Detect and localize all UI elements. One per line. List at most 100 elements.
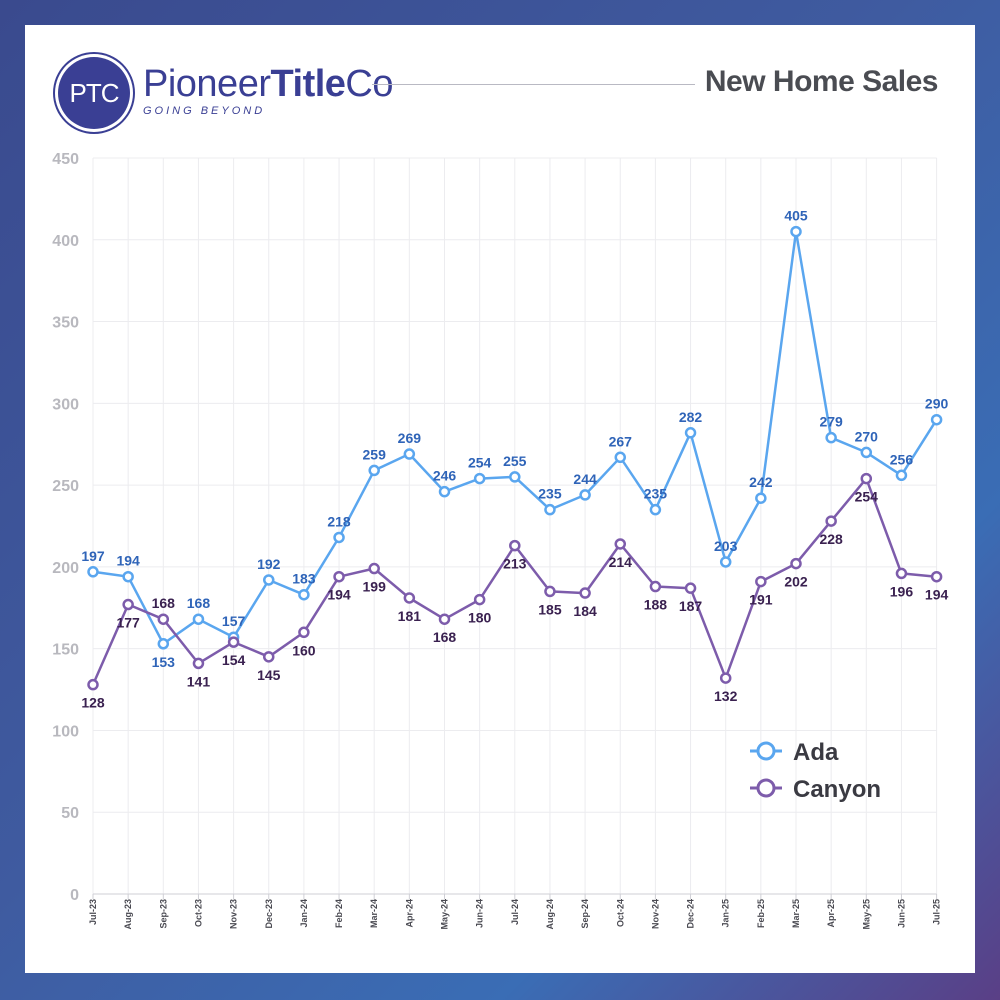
x-tick-label: Oct-23 bbox=[193, 899, 203, 927]
data-point-canyon bbox=[790, 557, 802, 570]
data-point-canyon bbox=[227, 636, 240, 648]
data-label-ada: 183 bbox=[292, 571, 316, 587]
y-tick-label: 450 bbox=[52, 151, 79, 168]
logo-name-part2: Title bbox=[270, 63, 346, 105]
data-label-canyon: 145 bbox=[257, 667, 281, 683]
x-tick-label: Dec-24 bbox=[686, 899, 696, 929]
data-point-ada bbox=[860, 446, 873, 459]
x-tick-label: Apr-25 bbox=[826, 899, 836, 928]
data-point-ada bbox=[87, 566, 99, 578]
data-label-canyon: 160 bbox=[292, 642, 316, 658]
x-tick-label: Mar-24 bbox=[369, 899, 379, 928]
legend-marker-canyon bbox=[756, 778, 776, 798]
data-label-ada: 267 bbox=[609, 433, 633, 449]
data-point-ada bbox=[122, 570, 134, 583]
data-point-ada bbox=[509, 471, 521, 483]
data-point-ada bbox=[719, 556, 732, 568]
data-label-canyon: 188 bbox=[644, 597, 668, 613]
data-point-canyon bbox=[438, 613, 451, 625]
data-label-canyon: 185 bbox=[538, 601, 562, 617]
x-tick-label: Jul-24 bbox=[510, 899, 520, 925]
data-label-ada: 235 bbox=[644, 486, 668, 502]
data-label-canyon: 181 bbox=[398, 608, 422, 624]
data-point-ada bbox=[263, 574, 275, 586]
data-point-ada bbox=[614, 451, 626, 464]
data-point-canyon bbox=[719, 672, 732, 684]
x-tick-label: Aug-23 bbox=[123, 899, 133, 930]
data-point-canyon bbox=[368, 562, 380, 575]
data-point-canyon bbox=[157, 613, 170, 625]
data-point-ada bbox=[649, 503, 662, 516]
x-tick-label: Mar-25 bbox=[791, 899, 801, 928]
data-label-canyon: 132 bbox=[714, 688, 738, 704]
data-label-canyon: 187 bbox=[679, 598, 703, 614]
x-tick-label: Jan-24 bbox=[299, 899, 309, 928]
data-label-ada: 259 bbox=[363, 446, 387, 462]
data-point-canyon bbox=[333, 570, 345, 583]
data-point-canyon bbox=[579, 587, 591, 599]
x-tick-label: Oct-24 bbox=[615, 899, 625, 927]
data-label-canyon: 213 bbox=[503, 556, 527, 572]
x-tick-label: Dec-23 bbox=[264, 899, 274, 929]
data-label-ada: 255 bbox=[503, 453, 527, 469]
x-tick-label: Feb-25 bbox=[756, 899, 766, 928]
data-point-ada bbox=[684, 427, 697, 439]
data-point-ada bbox=[790, 225, 802, 238]
data-point-canyon bbox=[684, 582, 697, 594]
logo-tagline: GOING BEYOND bbox=[143, 105, 266, 117]
data-label-canyon: 199 bbox=[363, 579, 387, 595]
y-tick-label: 0 bbox=[70, 887, 79, 904]
y-tick-label: 50 bbox=[61, 805, 79, 822]
header-divider bbox=[372, 84, 695, 85]
data-point-ada bbox=[438, 485, 451, 498]
data-label-canyon: 191 bbox=[749, 592, 773, 608]
data-label-canyon: 168 bbox=[152, 595, 176, 611]
chart-card: PTC PioneerTitleCo GOING BEYOND New Home… bbox=[25, 25, 975, 973]
data-label-ada: 218 bbox=[327, 513, 351, 529]
data-label-canyon: 228 bbox=[819, 531, 843, 547]
data-label-ada: 270 bbox=[855, 428, 879, 444]
data-label-canyon: 196 bbox=[890, 583, 914, 599]
data-label-ada: 246 bbox=[433, 468, 457, 484]
x-tick-label: Jun-25 bbox=[896, 899, 906, 928]
x-tick-label: Jun-24 bbox=[475, 899, 485, 928]
data-label-ada: 194 bbox=[116, 553, 140, 569]
data-point-canyon bbox=[122, 598, 134, 611]
data-label-canyon: 214 bbox=[609, 554, 633, 570]
data-label-ada: 192 bbox=[257, 556, 281, 572]
data-point-canyon bbox=[860, 472, 873, 485]
data-label-ada: 157 bbox=[222, 613, 246, 629]
data-label-ada: 153 bbox=[152, 654, 176, 670]
data-label-canyon: 180 bbox=[468, 610, 492, 626]
data-point-ada bbox=[825, 431, 837, 444]
y-tick-label: 350 bbox=[52, 315, 79, 332]
logo-badge-text: PTC bbox=[69, 77, 120, 108]
data-label-canyon: 194 bbox=[925, 587, 949, 603]
x-tick-label: Sep-23 bbox=[158, 899, 168, 929]
data-point-canyon bbox=[895, 567, 908, 580]
data-label-canyon: 254 bbox=[855, 489, 879, 505]
x-tick-label: Feb-24 bbox=[334, 899, 344, 928]
legend-label-canyon: Canyon bbox=[793, 776, 881, 803]
data-point-canyon bbox=[298, 626, 310, 639]
y-tick-label: 300 bbox=[52, 396, 79, 413]
data-label-ada: 203 bbox=[714, 538, 738, 554]
data-point-canyon bbox=[473, 593, 486, 606]
y-tick-label: 400 bbox=[52, 233, 79, 250]
data-label-ada: 168 bbox=[187, 595, 211, 611]
data-label-canyon: 184 bbox=[573, 603, 597, 619]
data-point-canyon bbox=[509, 539, 521, 552]
y-tick-label: 150 bbox=[52, 642, 79, 659]
data-label-ada: 290 bbox=[925, 396, 949, 412]
legend-marker-ada bbox=[756, 741, 776, 761]
data-point-ada bbox=[157, 638, 170, 650]
data-label-ada: 405 bbox=[784, 208, 808, 224]
data-label-ada: 254 bbox=[468, 455, 492, 471]
data-label-canyon: 128 bbox=[81, 695, 105, 711]
y-tick-label: 100 bbox=[52, 723, 79, 740]
data-label-canyon: 141 bbox=[187, 673, 211, 689]
data-label-ada: 244 bbox=[573, 471, 597, 487]
data-point-canyon bbox=[649, 580, 662, 593]
data-point-canyon bbox=[755, 575, 767, 588]
